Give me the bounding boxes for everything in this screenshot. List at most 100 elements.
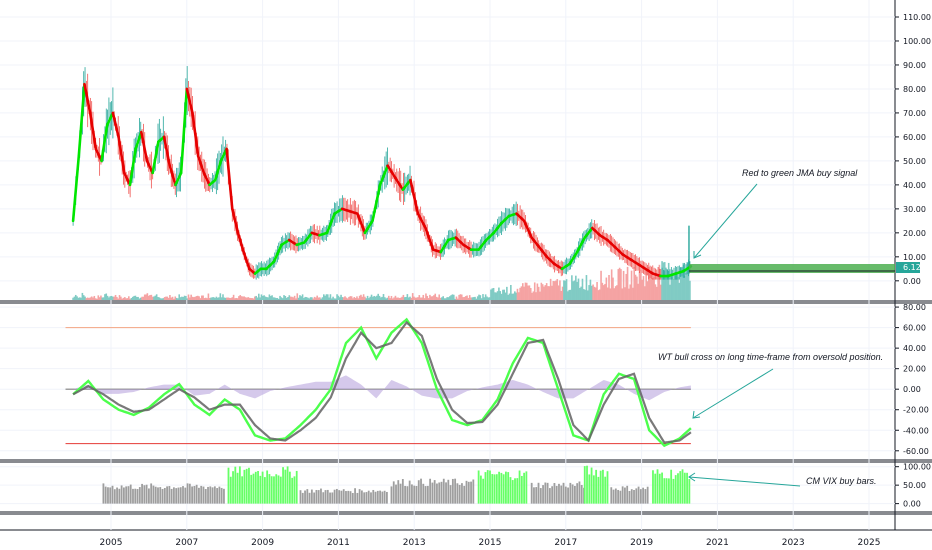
- volume-bar: [414, 297, 417, 300]
- vix-bar: [523, 472, 526, 504]
- volume-bar: [425, 293, 427, 300]
- vix-bar: [223, 488, 225, 504]
- jma-segment: [356, 212, 367, 235]
- vix-bar: [486, 470, 489, 504]
- vix-bar: [525, 471, 528, 504]
- wt1-line: [72, 317, 692, 448]
- vix-bar: [530, 482, 533, 504]
- volume-bar: [563, 280, 565, 300]
- vix-bar: [138, 487, 141, 504]
- jma-segment: [537, 245, 549, 259]
- volume-bar: [138, 298, 141, 300]
- jma-segment: [111, 111, 120, 139]
- volume-bar: [256, 297, 259, 300]
- volume-bar: [279, 295, 281, 300]
- vix-bar: [326, 489, 329, 504]
- volume-bar: [300, 296, 303, 300]
- volume-bar: [295, 298, 297, 300]
- volume-bar: [167, 297, 170, 300]
- jma-segment: [230, 207, 240, 235]
- vix-bar: [365, 492, 368, 504]
- vix-bar: [642, 487, 645, 504]
- vix-bar: [209, 486, 212, 504]
- vix-bar: [134, 488, 137, 504]
- volume-bar: [242, 296, 244, 300]
- vix-bar: [333, 489, 336, 504]
- volume-bar: [247, 297, 249, 300]
- vix-bar: [372, 489, 375, 504]
- volume-bar: [674, 274, 677, 300]
- vix-bar: [143, 485, 146, 504]
- volume-bar: [398, 297, 401, 300]
- volume-bar: [319, 297, 321, 300]
- jma-segment: [100, 123, 109, 163]
- volume-bar: [537, 286, 540, 300]
- volume-bar: [402, 294, 405, 300]
- jma-segment: [348, 209, 359, 215]
- volume-bar: [378, 295, 381, 300]
- jma-segment: [386, 164, 397, 179]
- jma-segment: [302, 231, 314, 244]
- volume-bar: [584, 289, 586, 300]
- volume-bar: [340, 294, 342, 300]
- volume-bar: [382, 294, 385, 300]
- vix-bar: [560, 485, 563, 504]
- jma-segment: [591, 226, 602, 237]
- jma-segment: [454, 236, 465, 247]
- volume-bar: [187, 294, 190, 300]
- vix-bar: [238, 466, 241, 504]
- vix-bar: [555, 485, 558, 504]
- vix-bar: [277, 475, 280, 504]
- vix-bar: [688, 479, 691, 504]
- volume-bar: [596, 282, 598, 300]
- volume-bar: [317, 297, 320, 300]
- volume-bar: [315, 297, 317, 300]
- jma-segment: [545, 255, 556, 266]
- jma-segment: [225, 147, 234, 211]
- vix-bar: [254, 471, 257, 504]
- volume-bar: [80, 297, 82, 300]
- volume-bar: [345, 297, 348, 300]
- volume-bar: [669, 284, 671, 300]
- volume-bar: [283, 295, 285, 300]
- volume-bar: [663, 262, 666, 300]
- jma-segment: [117, 135, 126, 175]
- volume-bar: [435, 296, 438, 300]
- vix-bar: [588, 474, 591, 504]
- volume-bar: [82, 295, 85, 300]
- volume-bar: [445, 298, 447, 300]
- volume-bar: [609, 288, 612, 300]
- volume-bar: [583, 289, 585, 300]
- vix-bar: [399, 483, 402, 504]
- volume-bar: [324, 295, 326, 300]
- vix-bar: [234, 466, 237, 504]
- volume-bar: [77, 297, 80, 300]
- vix-bar: [161, 488, 164, 504]
- vix-bar: [612, 489, 615, 504]
- vix-bar: [514, 478, 516, 504]
- volume-bar: [454, 298, 456, 300]
- volume-bar: [560, 290, 563, 300]
- vix-bar: [308, 492, 311, 504]
- vix-bar: [261, 471, 264, 504]
- vix-bar: [580, 484, 583, 504]
- vix-bar: [109, 487, 112, 504]
- volume-bar: [137, 296, 139, 300]
- volume-bar: [353, 297, 356, 300]
- jma-segment: [484, 231, 496, 242]
- volume-bar: [610, 269, 613, 300]
- volume-bar: [682, 262, 685, 300]
- volume-bar: [203, 298, 206, 300]
- volume-bar: [365, 298, 368, 300]
- vix-bar: [198, 487, 200, 504]
- jma-segment: [583, 226, 594, 239]
- volume-bar: [498, 287, 500, 300]
- volume-bar: [601, 282, 604, 300]
- volume-bar: [228, 297, 231, 300]
- vix-bar: [624, 487, 626, 504]
- volume-bar: [604, 283, 606, 300]
- jma-segment: [325, 212, 336, 235]
- jma-segment: [128, 147, 137, 187]
- volume-bar: [312, 298, 314, 300]
